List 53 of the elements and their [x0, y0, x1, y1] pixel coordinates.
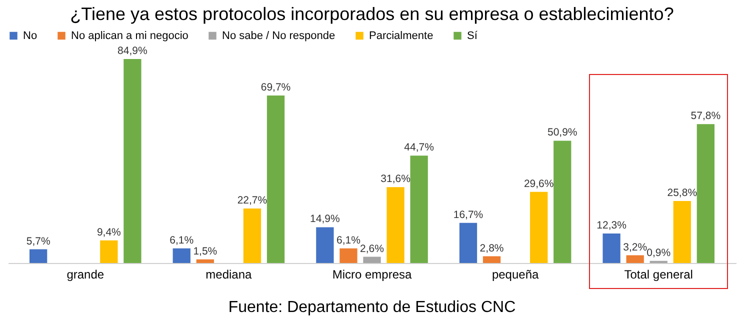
- bar: [554, 140, 572, 263]
- bar: [340, 248, 358, 263]
- data-label: 2,8%: [480, 242, 504, 254]
- data-label: 29,6%: [524, 178, 554, 190]
- chart-title: ¿Tiene ya estos protocolos incorporados en su empresa o establecimiento?: [70, 4, 674, 24]
- bar: [316, 227, 334, 263]
- legend-label: Sí: [467, 30, 478, 42]
- data-label: 6,1%: [336, 234, 360, 246]
- bar: [482, 256, 501, 263]
- data-label: 57,8%: [690, 110, 721, 122]
- x-tick-label: Micro empresa: [332, 268, 412, 282]
- bar: [530, 192, 548, 263]
- bar: [172, 248, 190, 263]
- bar: [459, 222, 478, 263]
- data-label: 84,9%: [118, 45, 148, 57]
- data-label: 69,7%: [260, 82, 291, 94]
- data-label: 5,7%: [26, 235, 50, 248]
- x-tick-label: mediana: [206, 268, 252, 282]
- bar: [243, 208, 262, 263]
- source-note: Fuente: Departamento de Estudios CNC: [227, 298, 517, 318]
- bar: [602, 233, 620, 263]
- data-label: 44,7%: [404, 142, 434, 154]
- data-label: 14,9%: [310, 213, 340, 226]
- data-label: 12,3%: [596, 219, 626, 232]
- data-label: 9,4%: [96, 226, 121, 238]
- bar: [363, 256, 381, 263]
- bar: [100, 240, 118, 263]
- bar: [196, 259, 214, 263]
- data-label: 16,7%: [453, 208, 484, 221]
- data-label: 25,8%: [667, 187, 698, 200]
- bar: [626, 255, 644, 263]
- legend-label: No: [23, 30, 38, 42]
- data-label: 1,5%: [193, 245, 218, 258]
- x-tick-label: grande: [66, 268, 104, 282]
- x-tick-label: pequeña: [492, 268, 539, 282]
- bar: [410, 156, 428, 263]
- data-label: 0,9%: [646, 246, 671, 259]
- legend-label: No sabe / No responde: [222, 30, 336, 42]
- data-label: 2,6%: [360, 242, 384, 255]
- bar: [29, 249, 48, 263]
- data-label: 50,9%: [547, 126, 578, 139]
- data-label: 22,7%: [237, 194, 268, 206]
- data-label: 3,2%: [623, 241, 648, 254]
- data-label: 6,1%: [170, 234, 194, 246]
- legend-label: No aplican a mi negocio: [71, 30, 188, 42]
- bar: [673, 201, 691, 263]
- bar: [696, 124, 715, 263]
- x-tick-label: Total general: [624, 268, 693, 282]
- data-label: 31,6%: [380, 173, 410, 186]
- bar: [386, 187, 404, 263]
- bar: [124, 59, 142, 263]
- legend-label: Parcialmente: [369, 30, 434, 42]
- bar: [266, 96, 285, 263]
